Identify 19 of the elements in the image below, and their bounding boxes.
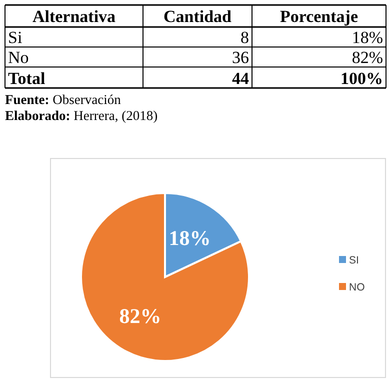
category-label: Total [8,69,46,88]
data-label: 18% [168,226,211,250]
data-label: 100% [340,69,383,88]
legend-label: NO [349,282,365,294]
text: Cantidad [163,7,232,26]
data-label: 36 [232,48,249,67]
category-label: No [8,48,29,67]
data-label: 8 [240,28,249,47]
data-label: 18% [352,28,383,47]
data-label: 82% [352,48,383,67]
text: Elaborado: Herrera, (2018) [5,108,158,123]
data-label: 82% [119,304,162,328]
source-note: Fuente: Observación [5,92,122,107]
category-label: Si [8,28,22,47]
text: Alternativa [32,7,116,26]
text: Porcentaje [280,7,358,26]
data-label: 44 [232,69,250,88]
legend-label: SI [349,254,359,266]
pie-slice [80,192,250,362]
